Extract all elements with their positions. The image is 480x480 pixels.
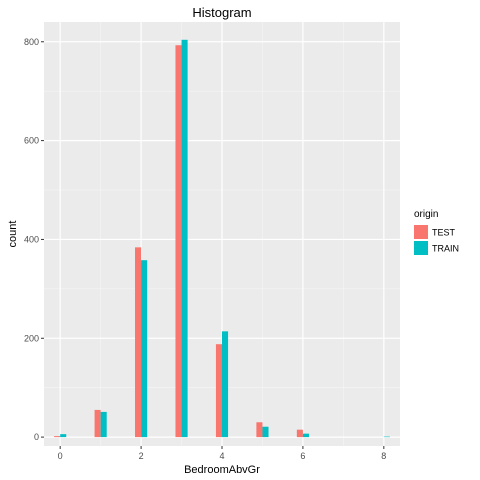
y-tick-label: 0 bbox=[34, 432, 39, 442]
legend-title: origin bbox=[414, 209, 438, 220]
bar-test-1 bbox=[94, 409, 101, 438]
x-tick-label: 4 bbox=[219, 451, 224, 461]
y-tick-label: 400 bbox=[24, 234, 39, 244]
bar-test-3 bbox=[175, 45, 182, 438]
bar-train-0 bbox=[60, 434, 67, 438]
bar-test-2 bbox=[135, 247, 142, 438]
bar-train-2 bbox=[141, 260, 148, 438]
y-axis-title: count bbox=[7, 221, 19, 248]
chart-title: Histogram bbox=[192, 5, 251, 20]
y-axis: 0 200 400 600 800 bbox=[24, 37, 44, 442]
x-axis: 0 2 4 6 8 bbox=[58, 446, 386, 461]
y-tick-label: 200 bbox=[24, 333, 39, 343]
legend-key-test bbox=[414, 225, 428, 239]
y-tick-label: 800 bbox=[24, 37, 39, 47]
bar-test-0 bbox=[54, 436, 61, 438]
bar-train-5 bbox=[262, 426, 269, 438]
x-tick-label: 0 bbox=[58, 451, 63, 461]
legend-label-train: TRAIN bbox=[432, 244, 459, 254]
legend-label-test: TEST bbox=[432, 228, 456, 238]
bar-train-6 bbox=[302, 433, 309, 438]
x-tick-label: 6 bbox=[300, 451, 305, 461]
bar-train-8 bbox=[383, 436, 390, 438]
bar-train-3 bbox=[181, 39, 188, 438]
bars bbox=[54, 39, 390, 438]
x-axis-title: BedroomAbvGr bbox=[184, 464, 260, 476]
x-tick-label: 8 bbox=[381, 451, 386, 461]
bar-train-4 bbox=[222, 331, 229, 438]
bar-test-4 bbox=[215, 344, 222, 438]
legend-key-train bbox=[414, 241, 428, 255]
legend: origin TEST TRAIN bbox=[414, 209, 459, 255]
bar-test-5 bbox=[256, 422, 263, 438]
bar-test-6 bbox=[296, 429, 303, 438]
bar-train-1 bbox=[100, 411, 107, 438]
y-tick-label: 600 bbox=[24, 136, 39, 146]
x-tick-label: 2 bbox=[139, 451, 144, 461]
